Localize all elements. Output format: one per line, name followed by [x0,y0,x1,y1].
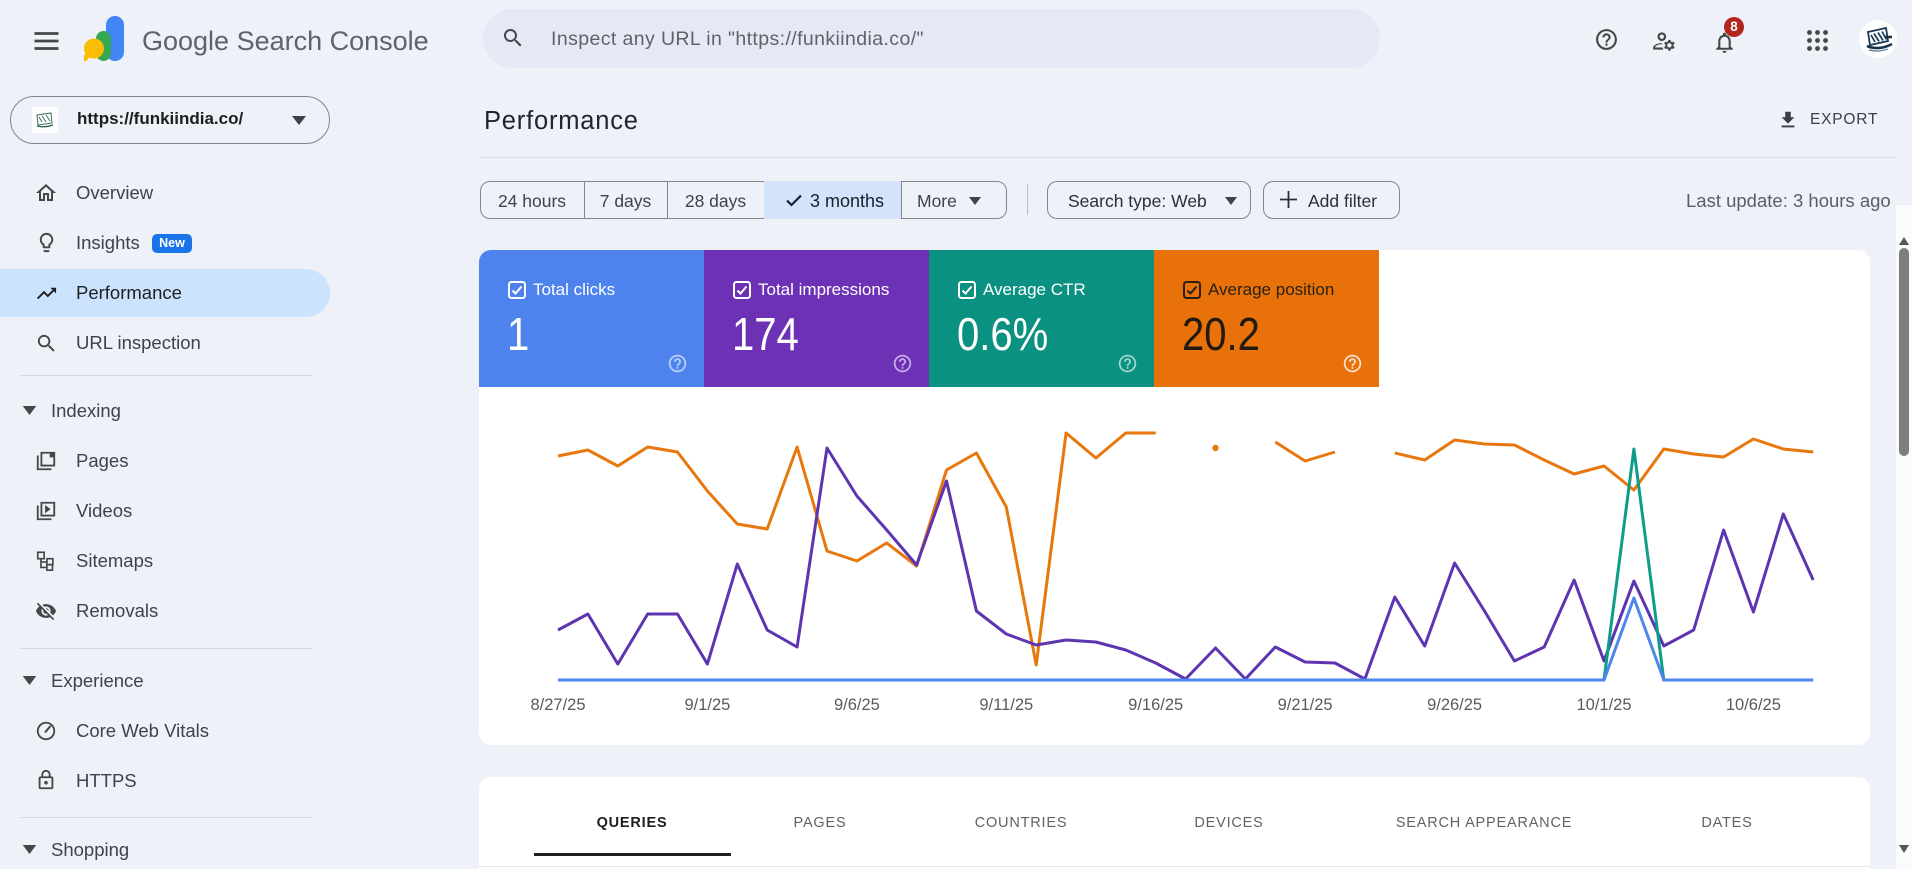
svg-text:9/26/25: 9/26/25 [1427,696,1482,714]
svg-text:10/1/25: 10/1/25 [1576,696,1631,714]
svg-text:9/11/25: 9/11/25 [979,696,1033,714]
svg-text:9/16/25: 9/16/25 [1128,696,1183,714]
svg-text:8/27/25: 8/27/25 [530,696,585,714]
svg-text:9/21/25: 9/21/25 [1278,696,1333,714]
svg-text:9/1/25: 9/1/25 [684,696,730,714]
svg-text:9/6/25: 9/6/25 [834,696,880,714]
svg-text:10/6/25: 10/6/25 [1726,696,1781,714]
